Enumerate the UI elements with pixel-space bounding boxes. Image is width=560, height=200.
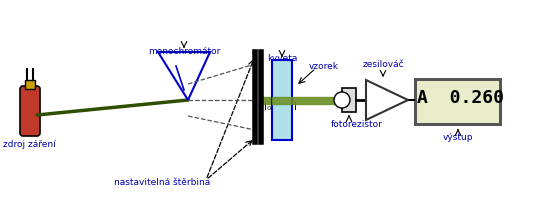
Bar <box>342 89 356 112</box>
Text: I₀: I₀ <box>264 101 271 111</box>
Text: fotorezistor: fotorezistor <box>331 119 383 128</box>
Text: monochromátor: monochromátor <box>148 47 220 56</box>
Bar <box>272 61 292 140</box>
Text: zdroj záření: zdroj záření <box>3 139 56 148</box>
Bar <box>414 79 502 126</box>
Text: kyveta: kyveta <box>267 54 297 63</box>
Text: I: I <box>294 101 297 111</box>
Polygon shape <box>366 81 408 120</box>
FancyBboxPatch shape <box>20 87 40 136</box>
Text: A  0.260: A 0.260 <box>417 89 503 106</box>
Bar <box>417 82 499 123</box>
Text: zesilováč: zesilováč <box>362 60 404 69</box>
Text: výstup: výstup <box>443 132 473 141</box>
Circle shape <box>334 93 350 108</box>
Text: nastavitelná štěrbina: nastavitelná štěrbina <box>114 177 210 186</box>
Text: vzorek: vzorek <box>309 62 339 71</box>
Bar <box>25 81 35 90</box>
Polygon shape <box>158 53 210 100</box>
